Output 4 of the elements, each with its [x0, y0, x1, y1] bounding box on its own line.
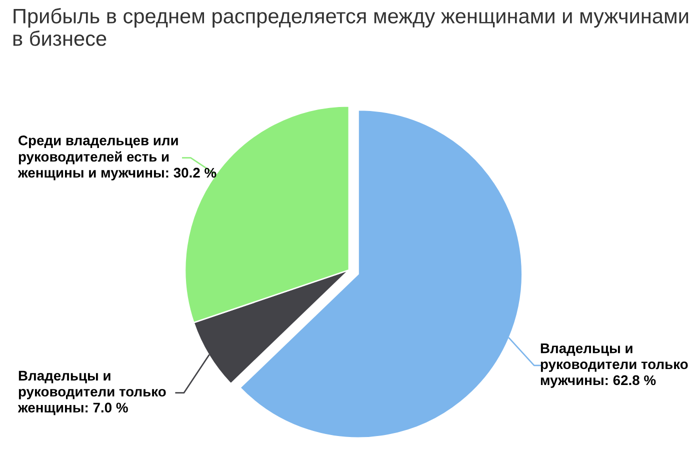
chart-title: Прибыль в среднем распределяется между женщинами и мужчинами в бизнесе — [13, 8, 688, 46]
slice-label: Владельцы и руководители только мужчины: 62.8 % — [540, 344, 688, 388]
slice-label: Среди владельцев или руководителей есть и женщины и мужчины: 30.2 % — [18, 136, 216, 180]
slice-label: Владельцы и руководители только женщины: 7.0 % — [18, 370, 166, 416]
